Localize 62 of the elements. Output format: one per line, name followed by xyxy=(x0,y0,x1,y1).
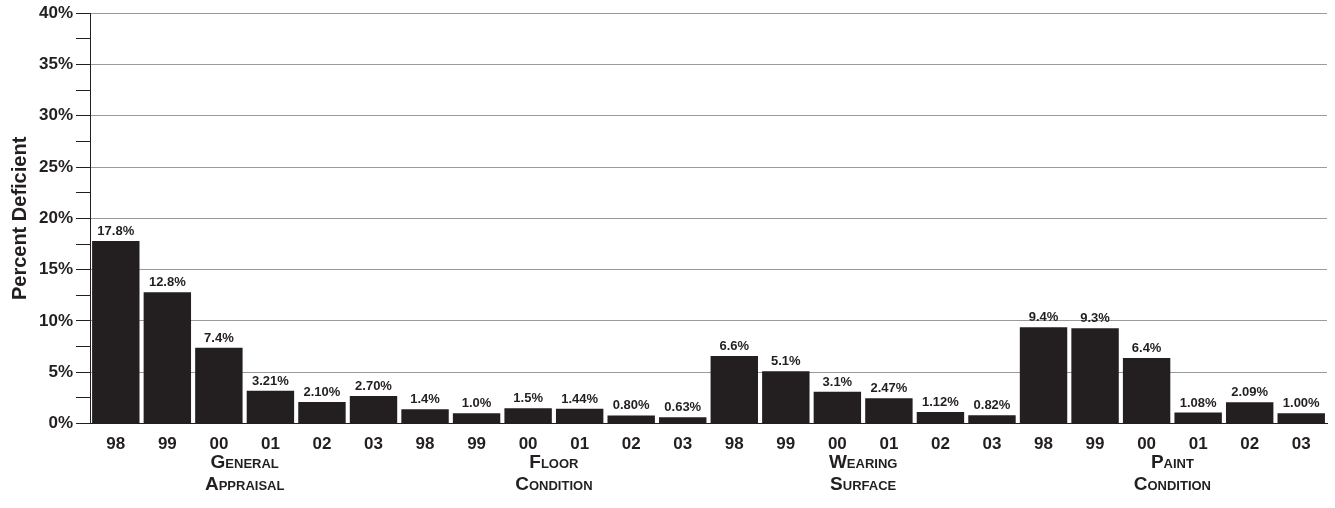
y-tick-label: 35% xyxy=(38,54,74,74)
x-tick-label: 01 xyxy=(260,434,280,454)
data-label: 1.44% xyxy=(561,390,599,406)
text: General Appraisal xyxy=(204,451,285,495)
x-tick-label: 99 xyxy=(467,434,487,454)
data-label: 17.8% xyxy=(97,223,135,239)
data-label: 12.8% xyxy=(148,274,187,290)
y-axis-title: Percent Deficient xyxy=(7,136,30,301)
data-label: 2.70% xyxy=(355,377,393,393)
data-label: 1.5% xyxy=(513,390,544,406)
x-tick-label: 03 xyxy=(364,434,383,454)
data-label: 6.6% xyxy=(719,337,750,353)
data-label: 1.4% xyxy=(410,391,441,407)
x-tick-label: 01 xyxy=(879,434,899,454)
x-tick-label: 00 xyxy=(1137,434,1157,454)
text: Wearing Surface xyxy=(828,451,898,495)
x-tick-label: 02 xyxy=(312,434,332,454)
data-label: 7.4% xyxy=(204,329,235,345)
data-label: 0.80% xyxy=(612,397,651,413)
data-label: 9.3% xyxy=(1080,310,1111,326)
data-label: 0.82% xyxy=(973,397,1011,413)
data-label: 5.1% xyxy=(771,353,802,369)
x-tick-label: 99 xyxy=(157,434,177,454)
y-tick-label: 0% xyxy=(48,413,74,433)
text: Paint Condition xyxy=(1133,451,1212,495)
data-label: 1.08% xyxy=(1179,394,1218,410)
data-label: 2.47% xyxy=(870,380,908,396)
x-tick-label: 98 xyxy=(415,434,435,454)
y-tick-label: 40% xyxy=(38,2,74,22)
y-tick-label: 15% xyxy=(38,259,74,279)
x-tick-label: 98 xyxy=(1034,434,1053,454)
x-tick-label: 02 xyxy=(930,434,950,454)
data-label: 1.0% xyxy=(461,395,492,411)
x-tick-label: 00 xyxy=(209,434,229,454)
x-tick-label: 02 xyxy=(1240,434,1260,454)
text: Floor Condition xyxy=(515,451,593,495)
x-tick-label: 03 xyxy=(982,434,1002,454)
data-label: 1.00% xyxy=(1282,395,1321,411)
data-label: 2.09% xyxy=(1231,384,1269,400)
y-tick-label: 5% xyxy=(48,361,74,381)
x-tick-label: 01 xyxy=(1188,434,1208,454)
data-label: 2.10% xyxy=(303,384,341,400)
x-tick-label: 03 xyxy=(1291,434,1311,454)
x-tick-label: 98 xyxy=(724,434,744,454)
x-tick-label: 00 xyxy=(827,434,847,454)
data-label: 3.1% xyxy=(822,373,853,389)
y-tick-label: 20% xyxy=(38,208,74,228)
data-label: 6.4% xyxy=(1131,340,1162,356)
y-tick-label: 25% xyxy=(38,156,74,176)
x-tick-label: 99 xyxy=(776,434,796,454)
y-tick-label: 10% xyxy=(38,310,74,330)
x-tick-label: 01 xyxy=(570,434,590,454)
data-label: 0.63% xyxy=(664,399,702,415)
x-tick-label: 99 xyxy=(1085,434,1105,454)
data-label: 9.4% xyxy=(1028,309,1059,325)
x-tick-label: 00 xyxy=(518,434,538,454)
data-label: 3.21% xyxy=(251,372,290,388)
data-label: 1.12% xyxy=(922,394,960,410)
x-tick-label: 03 xyxy=(673,434,693,454)
y-tick-label: 30% xyxy=(38,105,74,125)
x-tick-label: 02 xyxy=(621,434,641,454)
x-tick-label: 98 xyxy=(106,434,126,454)
